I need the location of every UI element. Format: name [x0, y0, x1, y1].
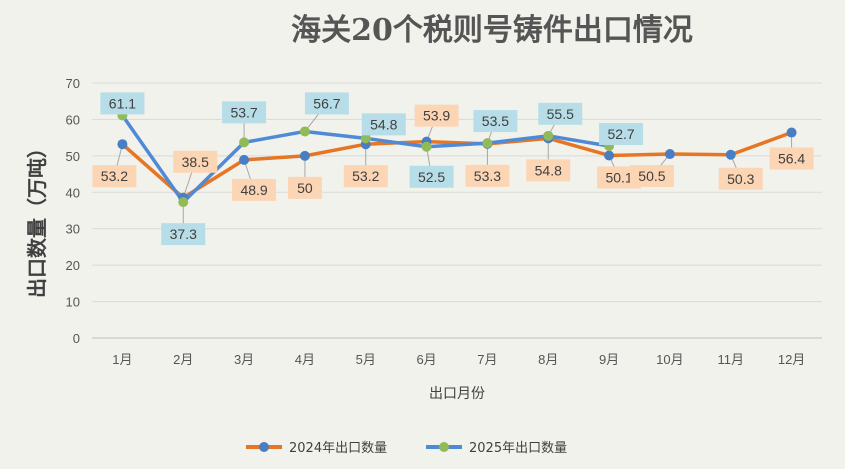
- data-label-box-s1-2: [222, 101, 267, 124]
- data-label-s1-6: 53.5: [482, 113, 509, 129]
- data-label-box-s0-0: [92, 165, 137, 188]
- data-label-box-s0-5: [414, 104, 459, 127]
- data-point-s1-3: [299, 126, 310, 137]
- x-tick-label: 11月: [718, 352, 745, 367]
- data-label-box-s0-3: [287, 176, 322, 199]
- data-label-s0-2: 48.9: [240, 182, 267, 198]
- x-tick-label: 2月: [173, 352, 193, 367]
- data-point-s1-6: [482, 138, 493, 149]
- data-label-s1-1: 37.3: [170, 226, 197, 242]
- y-axis-ticks: 0 10 20 30 40 50 60 70: [66, 76, 80, 346]
- legend-marker-2025: [439, 442, 449, 452]
- data-label-box-s1-3: [304, 92, 349, 115]
- data-point-s1-4: [360, 133, 371, 144]
- data-point-s0-11: [786, 127, 797, 138]
- data-point-s1-7: [543, 130, 554, 141]
- y-tick-label: 60: [66, 112, 80, 127]
- chart-title: 海关20个税则号铸件出口情况: [291, 13, 693, 48]
- data-label-s0-9: 50.5: [638, 168, 665, 184]
- data-label-s1-5: 52.5: [418, 169, 445, 185]
- y-tick-label: 10: [66, 295, 80, 310]
- x-axis-ticks: 1月 2月 3月 4月 5月 6月 7月 8月 9月 10月 11月 12月: [112, 352, 805, 367]
- data-label-box-s1-5: [409, 165, 454, 188]
- data-label-s1-4: 54.8: [370, 116, 397, 132]
- data-point-s0-8: [604, 150, 615, 161]
- x-tick-label: 3月: [234, 352, 254, 367]
- data-label-s0-5: 53.9: [423, 108, 450, 124]
- data-label-box-s0-11: [769, 147, 814, 170]
- x-axis-title: 出口月份: [429, 386, 485, 402]
- legend: 2024年出口数量 2025年出口数量: [246, 441, 567, 456]
- x-tick-label: 5月: [356, 352, 376, 367]
- data-label-box-s1-4: [361, 113, 406, 136]
- data-label-s0-11: 56.4: [778, 151, 805, 167]
- y-axis-title: 出口数量（万吨）: [25, 138, 49, 298]
- data-point-s0-2: [239, 154, 250, 165]
- data-label-box-s1-8: [599, 123, 644, 146]
- data-label-box-s1-7: [538, 102, 583, 125]
- data-label-s1-7: 55.5: [547, 106, 574, 122]
- x-tick-label: 7月: [477, 352, 497, 367]
- data-label-s1-8: 52.7: [607, 126, 634, 142]
- data-label-box-s1-0: [100, 92, 145, 115]
- x-tick-label: 9月: [599, 352, 619, 367]
- x-tick-label: 6月: [416, 352, 436, 367]
- data-label-s0-0: 53.2: [101, 168, 128, 184]
- series-markers: [117, 110, 797, 208]
- x-tick-label: 12月: [778, 352, 805, 367]
- data-label-box-s0-9: [629, 165, 674, 188]
- data-label-box-s1-1: [161, 223, 206, 246]
- data-label-box-s0-6: [465, 164, 510, 187]
- y-tick-label: 20: [66, 258, 80, 273]
- data-point-s0-3: [299, 150, 310, 161]
- data-labels: 53.2 38.5 48.9 50 53.2 53.9 53.3 54.8 50.1 50.5 50…: [92, 92, 814, 246]
- y-tick-label: 40: [66, 185, 80, 200]
- series-lines: [120, 113, 794, 204]
- data-label-s1-0: 61.1: [109, 95, 136, 111]
- data-label-box-s0-10: [718, 167, 763, 190]
- legend-label-2025: 2025年出口数量: [469, 441, 567, 456]
- data-point-s1-1: [178, 197, 189, 208]
- data-label-s0-1: 38.5: [182, 154, 209, 170]
- data-label-box-s0-4: [343, 165, 388, 188]
- data-label-box-s0-2: [232, 178, 277, 201]
- y-tick-label: 30: [66, 222, 80, 237]
- series-line-0: [120, 130, 794, 200]
- legend-label-2024: 2024年出口数量: [289, 441, 387, 456]
- data-label-s0-8: 50.1: [605, 169, 632, 185]
- data-label-box-s0-1: [173, 150, 218, 173]
- data-point-s1-5: [421, 141, 432, 152]
- data-label-s0-7: 54.8: [535, 162, 562, 178]
- data-label-s1-3: 56.7: [313, 95, 340, 111]
- data-label-s0-10: 50.3: [727, 171, 754, 187]
- data-label-s1-2: 53.7: [230, 104, 257, 120]
- data-point-s0-10: [725, 149, 736, 160]
- x-tick-label: 10月: [656, 352, 683, 367]
- data-label-s0-4: 53.2: [352, 168, 379, 184]
- x-tick-label: 8月: [538, 352, 558, 367]
- data-point-s1-2: [239, 137, 250, 148]
- legend-marker-2024: [259, 442, 269, 452]
- data-point-s0-0: [117, 139, 128, 150]
- data-label-box-s0-7: [526, 159, 571, 182]
- x-tick-label: 1月: [112, 352, 132, 367]
- x-tick-label: 4月: [295, 352, 315, 367]
- y-tick-label: 70: [66, 76, 80, 91]
- data-point-s0-9: [664, 149, 675, 160]
- y-tick-label: 50: [66, 149, 80, 164]
- data-label-s0-3: 50: [297, 180, 313, 196]
- y-tick-label: 0: [73, 331, 80, 346]
- data-label-s0-6: 53.3: [474, 168, 501, 184]
- data-label-box-s1-6: [473, 110, 518, 133]
